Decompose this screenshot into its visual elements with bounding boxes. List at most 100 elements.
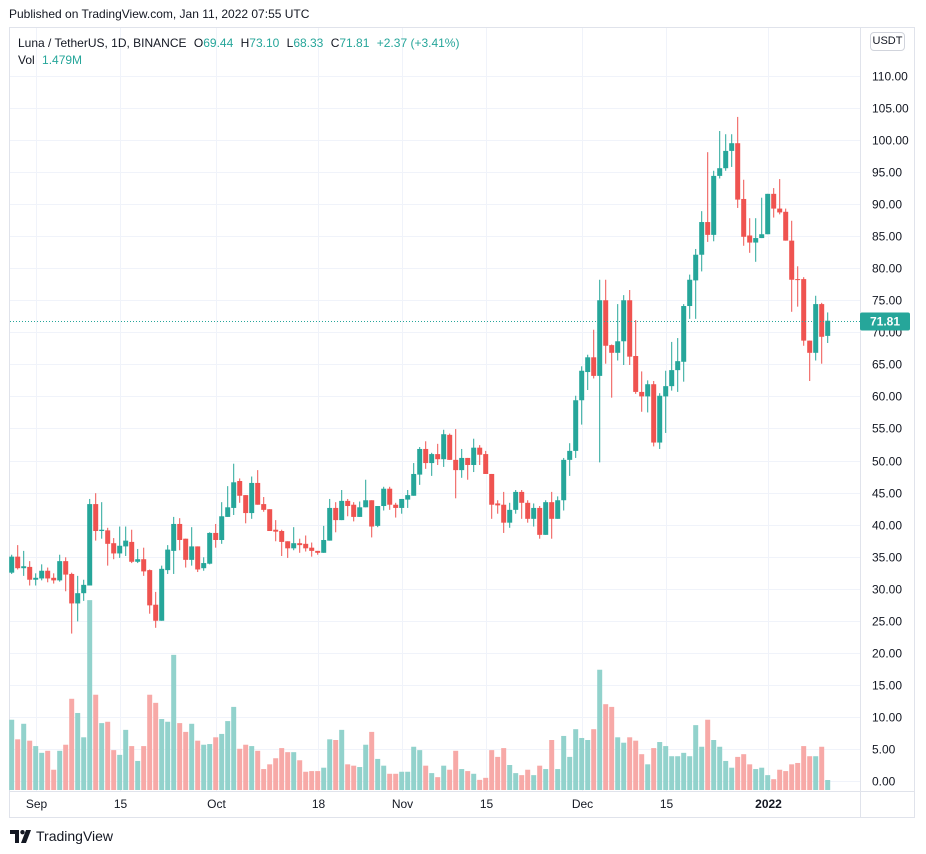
candle[interactable]: [51, 573, 57, 584]
candle[interactable]: [153, 591, 159, 628]
candle[interactable]: [39, 564, 45, 581]
candle[interactable]: [321, 525, 327, 553]
candle[interactable]: [657, 393, 663, 449]
candle[interactable]: [447, 433, 453, 460]
candle[interactable]: [717, 131, 723, 179]
candle[interactable]: [759, 197, 765, 239]
candle[interactable]: [315, 550, 321, 555]
candle[interactable]: [207, 532, 213, 565]
candle[interactable]: [297, 538, 303, 553]
candle[interactable]: [423, 441, 429, 469]
candle[interactable]: [141, 547, 147, 576]
candle[interactable]: [573, 395, 579, 458]
candle[interactable]: [807, 340, 813, 382]
candle[interactable]: [579, 366, 585, 425]
candle[interactable]: [123, 526, 129, 557]
candle[interactable]: [27, 561, 33, 586]
candle[interactable]: [639, 371, 645, 412]
candle[interactable]: [681, 304, 687, 382]
candle[interactable]: [255, 470, 261, 505]
candle[interactable]: [489, 473, 495, 519]
candle[interactable]: [741, 179, 747, 246]
candle[interactable]: [675, 338, 681, 392]
candle[interactable]: [45, 567, 51, 583]
candle[interactable]: [261, 497, 267, 512]
candle[interactable]: [135, 548, 141, 564]
candle[interactable]: [399, 498, 405, 514]
candle[interactable]: [393, 502, 399, 518]
candle[interactable]: [669, 341, 675, 391]
candle[interactable]: [291, 527, 297, 551]
candle[interactable]: [183, 538, 189, 568]
candle[interactable]: [327, 498, 333, 541]
candle[interactable]: [381, 486, 387, 511]
candle[interactable]: [687, 274, 693, 319]
candle[interactable]: [777, 179, 783, 215]
candle[interactable]: [531, 503, 537, 527]
candle[interactable]: [633, 320, 639, 394]
candle[interactable]: [711, 170, 717, 242]
candle[interactable]: [63, 557, 69, 592]
candle[interactable]: [213, 523, 219, 548]
candle[interactable]: [105, 527, 111, 566]
candle[interactable]: [729, 134, 735, 167]
candle[interactable]: [219, 502, 225, 544]
candle[interactable]: [339, 489, 345, 521]
candle[interactable]: [543, 500, 549, 535]
candle[interactable]: [9, 554, 15, 574]
candle[interactable]: [351, 502, 357, 522]
candle[interactable]: [57, 554, 63, 582]
candle[interactable]: [585, 354, 591, 390]
candle[interactable]: [747, 218, 753, 253]
candle[interactable]: [651, 381, 657, 447]
candle[interactable]: [273, 520, 279, 542]
candle[interactable]: [783, 208, 789, 241]
candle[interactable]: [627, 289, 633, 365]
candle[interactable]: [333, 502, 339, 533]
candle[interactable]: [549, 491, 555, 539]
candle[interactable]: [375, 506, 381, 528]
candle[interactable]: [267, 509, 273, 532]
candle[interactable]: [501, 491, 507, 533]
candle[interactable]: [309, 542, 315, 557]
candle[interactable]: [795, 266, 801, 307]
candle[interactable]: [825, 312, 831, 344]
candle[interactable]: [525, 500, 531, 523]
candle[interactable]: [243, 495, 249, 524]
candle[interactable]: [459, 448, 465, 478]
candle[interactable]: [15, 545, 21, 570]
candle[interactable]: [519, 489, 525, 519]
candle[interactable]: [513, 489, 519, 514]
candle[interactable]: [159, 565, 165, 621]
candle[interactable]: [111, 538, 117, 560]
currency-button[interactable]: USDT: [870, 32, 905, 51]
candle[interactable]: [441, 429, 447, 467]
candle[interactable]: [237, 478, 243, 503]
candle[interactable]: [99, 502, 105, 539]
volume-label[interactable]: Vol: [18, 53, 35, 67]
candle[interactable]: [801, 277, 807, 346]
candle[interactable]: [735, 116, 741, 208]
candle[interactable]: [753, 218, 759, 262]
candle[interactable]: [621, 295, 627, 365]
candle[interactable]: [471, 438, 477, 473]
candle[interactable]: [765, 193, 771, 235]
candle[interactable]: [195, 546, 201, 573]
candle[interactable]: [117, 526, 123, 558]
candle[interactable]: [129, 529, 135, 564]
candle[interactable]: [813, 295, 819, 361]
candle[interactable]: [705, 152, 711, 242]
candle[interactable]: [555, 496, 561, 519]
candle[interactable]: [693, 248, 699, 319]
candle[interactable]: [405, 489, 411, 508]
candle[interactable]: [285, 541, 291, 558]
candle[interactable]: [477, 445, 483, 465]
candle[interactable]: [819, 302, 825, 364]
candle[interactable]: [147, 569, 153, 614]
candle[interactable]: [453, 429, 459, 499]
candle[interactable]: [357, 501, 363, 517]
candle[interactable]: [201, 557, 207, 571]
candle[interactable]: [723, 134, 729, 171]
candle[interactable]: [663, 370, 669, 433]
